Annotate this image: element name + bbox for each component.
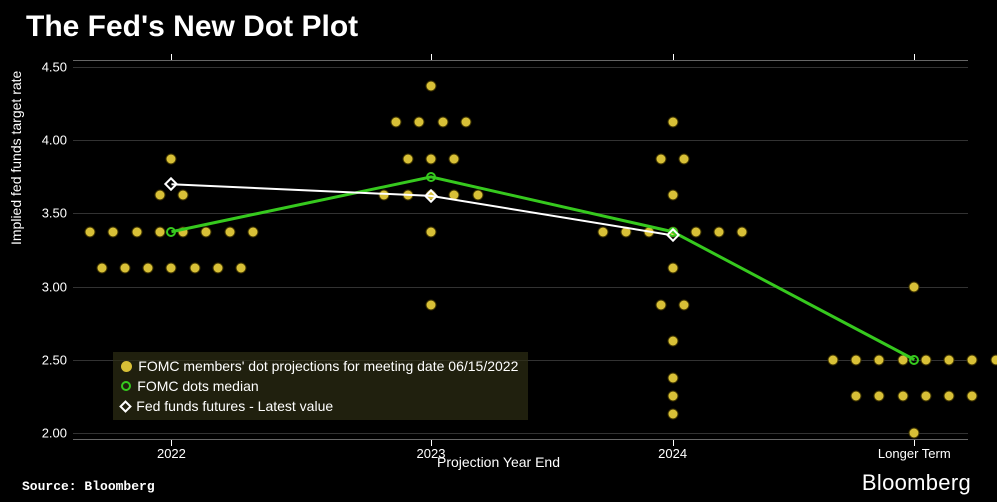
y-tick-label: 2.00 (25, 425, 67, 440)
legend: FOMC members' dot projections for meetin… (113, 352, 528, 420)
median-marker (909, 355, 919, 365)
y-tick-label: 2.50 (25, 352, 67, 367)
median-marker (166, 227, 176, 237)
legend-item: Fed funds futures - Latest value (121, 396, 518, 416)
y-tick-label: 4.00 (25, 133, 67, 148)
fomc-dot (967, 354, 978, 365)
circle-icon (121, 381, 131, 391)
chart-title: The Fed's New Dot Plot (0, 0, 997, 44)
x-axis-label: Projection Year End (0, 454, 997, 470)
y-tick-label: 3.50 (25, 206, 67, 221)
y-tick-label: 4.50 (25, 60, 67, 75)
source-label: Source: Bloomberg (22, 479, 155, 494)
fomc-dot (990, 354, 997, 365)
futures-line (171, 184, 672, 235)
diamond-icon (119, 400, 132, 413)
y-axis-label: Implied fed funds target rate (8, 71, 24, 245)
median-line (171, 177, 914, 360)
y-tick-label: 3.00 (25, 279, 67, 294)
legend-item: FOMC dots median (121, 376, 518, 396)
legend-label: FOMC members' dot projections for meetin… (138, 356, 518, 376)
legend-item: FOMC members' dot projections for meetin… (121, 356, 518, 376)
brand-label: Bloomberg (862, 470, 971, 496)
fomc-dot (967, 391, 978, 402)
legend-label: Fed funds futures - Latest value (136, 396, 333, 416)
dot-icon (121, 361, 132, 372)
x-tick-mark (431, 440, 432, 446)
median-marker (426, 172, 436, 182)
x-tick-mark (914, 440, 915, 446)
x-tick-mark (171, 440, 172, 446)
x-tick-mark (673, 440, 674, 446)
chart-plot-area: 2.002.503.003.504.004.50202220232024Long… (73, 60, 968, 440)
legend-label: FOMC dots median (137, 376, 258, 396)
